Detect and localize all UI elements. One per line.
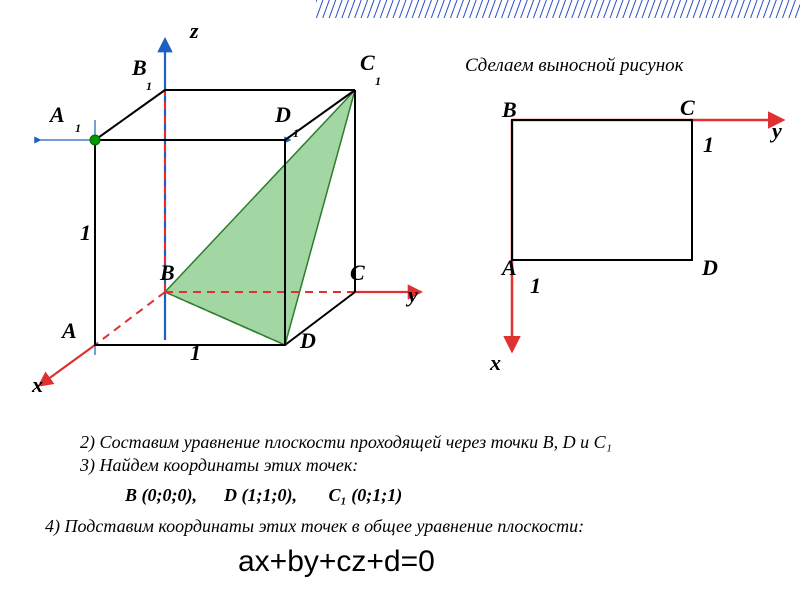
plan-y-label: y <box>772 118 782 144</box>
edge-BA <box>95 292 165 345</box>
vertex-C1: C <box>360 50 375 76</box>
plan-2d-diagram <box>472 90 792 370</box>
step-3-text: 3) Найдем координаты этих точек: <box>80 455 358 476</box>
x-axis <box>40 345 95 385</box>
plan-C: C <box>680 95 695 121</box>
vertex-D1: D <box>275 102 291 128</box>
plan-D: D <box>702 255 718 281</box>
vertex-C1-sub: 1 <box>375 74 381 89</box>
plane-triangle <box>165 90 355 345</box>
z-axis-label: z <box>190 18 199 44</box>
plan-B: B <box>502 97 517 123</box>
a1-point <box>90 135 100 145</box>
plan-one-left: 1 <box>530 273 541 299</box>
vertex-A1: A <box>50 102 65 128</box>
plan-square <box>512 120 692 260</box>
y-axis-label-3d: y <box>408 282 418 308</box>
point-coordinates: B (0;0;0), D (1;1;0), C₁ (0;1;1) <box>125 485 402 506</box>
unit-label-z: 1 <box>80 220 91 246</box>
unit-label-xy: 1 <box>190 340 201 366</box>
plane-equation: ax+by+cz+d=0 <box>238 545 435 579</box>
vertex-A: A <box>62 318 77 344</box>
step-4-text: 4) Подставим координаты этих точек в общ… <box>45 516 584 537</box>
vertex-B: B <box>160 260 175 286</box>
vertex-A1-sub: 1 <box>75 121 81 136</box>
plan-one-top: 1 <box>703 132 714 158</box>
plan-A: A <box>502 255 517 281</box>
vertex-D: D <box>300 328 316 354</box>
plan-title: Сделаем выносной рисунок <box>465 55 684 77</box>
x-axis-label-3d: x <box>32 372 43 398</box>
step-2-text: 2) Составим уравнение плоскости проходящ… <box>80 432 612 453</box>
vertex-C: C <box>350 260 365 286</box>
cube-3d-diagram <box>0 20 440 410</box>
vertex-D1-sub: 1 <box>293 126 299 141</box>
vertex-B1-sub: 1 <box>146 79 152 94</box>
plan-x-label: x <box>490 350 501 376</box>
top-hatch-pattern <box>316 0 800 18</box>
vertex-B1: B <box>132 55 147 81</box>
